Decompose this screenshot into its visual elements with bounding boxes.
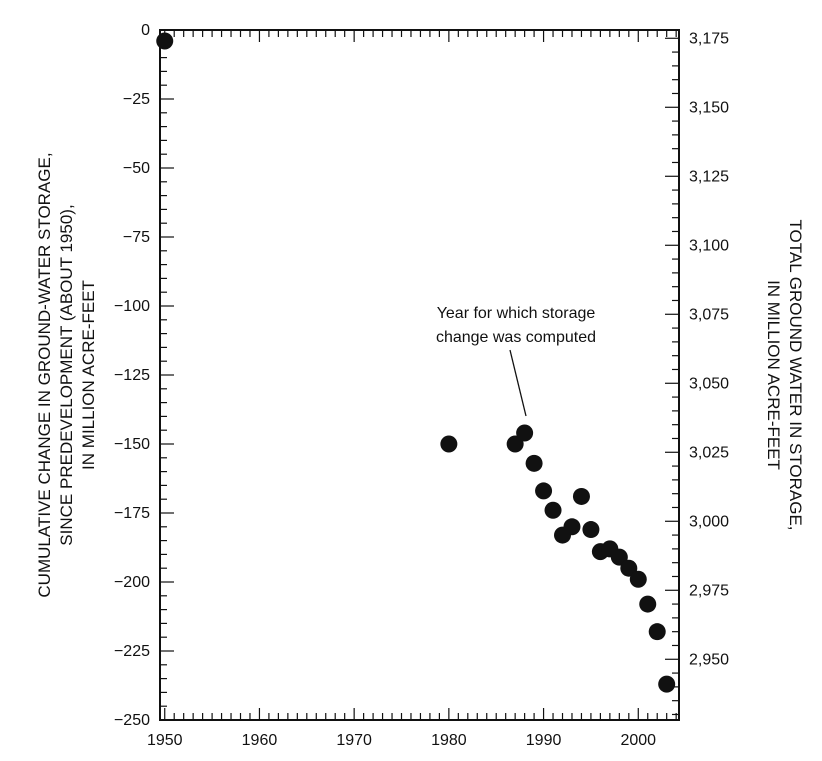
y2-tick-label: 3,125 [689,168,729,185]
y-tick-label: −100 [114,298,150,315]
data-point [639,595,657,613]
y-tick-label: −200 [114,574,150,591]
data-point [563,518,581,536]
y2-axis-title: TOTAL GROUND WATER IN STORAGE, IN MILLIO… [764,219,805,530]
data-point [544,501,562,519]
points-layer [156,32,676,693]
annotation-line-1: Year for which storage [437,305,596,322]
data-point [506,435,524,453]
x-tick-label: 1990 [526,732,562,749]
x-tick-label: 1970 [336,732,372,749]
data-point [440,435,458,453]
tick-labels-layer: 1950 1960 1970 1980 1990 2000 0 −25 −50 −75 −100 −1… [114,22,729,749]
y2-tick-label: 3,050 [689,375,729,392]
data-point [156,32,174,50]
x-tick-label: 1960 [242,732,278,749]
y-tick-label: −75 [123,229,150,246]
y2-tick-label: 2,950 [689,651,729,668]
y-axis-title-line-3: IN MILLION ACRE-FEET [79,280,98,470]
x-tick-label: 1950 [147,732,183,749]
data-point [535,482,553,500]
y-tick-label: −125 [114,367,150,384]
data-point [629,570,647,588]
y-tick-label: −175 [114,505,150,522]
y-tick-label: −25 [123,91,150,108]
data-point [620,559,638,577]
y2-axis-title-line-1: TOTAL GROUND WATER IN STORAGE, [786,219,805,530]
data-point [572,487,590,505]
annotation: Year for which storage change was comput… [436,305,596,417]
plot-frame [159,29,680,721]
y-tick-label: −50 [123,160,150,177]
y2-tick-label: 3,175 [689,30,729,47]
data-point [648,623,666,641]
y-tick-label: −225 [114,643,150,660]
annotation-leader-line [509,349,527,417]
data-point [525,454,543,472]
data-point [582,521,600,539]
y-axis-title: CUMULATIVE CHANGE IN GROUND-WATER STORAG… [35,152,98,597]
y2-axis-title-line-2: IN MILLION ACRE-FEET [764,280,783,470]
y2-tick-label: 2,975 [689,582,729,599]
y2-tick-label: 3,150 [689,99,729,116]
data-point [610,548,628,566]
y2-tick-label: 3,075 [689,306,729,323]
data-point [516,424,534,442]
ticks-layer [160,29,679,721]
y-axis-title-line-2: SINCE PREDEVELOPMENT (ABOUT 1950), [57,204,76,545]
x-tick-label: 2000 [620,732,656,749]
annotation-line-2: change was computed [436,329,596,346]
y-tick-label: −250 [114,712,150,729]
y2-tick-label: 3,025 [689,444,729,461]
y2-tick-label: 3,100 [689,237,729,254]
x-tick-label: 1980 [431,732,467,749]
y2-tick-label: 3,000 [689,513,729,530]
y-axis-title-line-1: CUMULATIVE CHANGE IN GROUND-WATER STORAG… [35,152,54,597]
y-tick-label: −150 [114,436,150,453]
y-tick-label: 0 [141,22,150,39]
data-point [658,675,676,693]
